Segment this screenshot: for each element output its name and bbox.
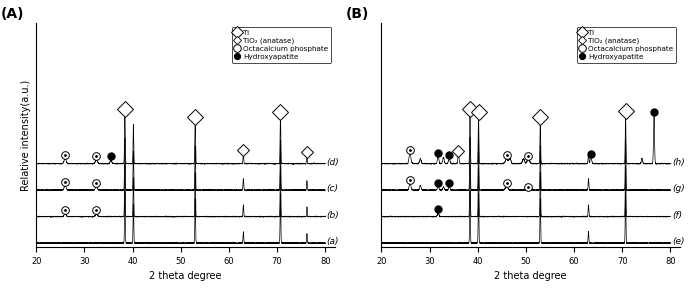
- Text: (h): (h): [672, 158, 685, 167]
- X-axis label: 2 theta degree: 2 theta degree: [149, 271, 222, 281]
- X-axis label: 2 theta degree: 2 theta degree: [494, 271, 567, 281]
- Y-axis label: Relative intensity(a.u.): Relative intensity(a.u.): [21, 79, 30, 191]
- Text: (e): (e): [672, 237, 684, 246]
- Text: (c): (c): [326, 184, 339, 193]
- Legend: Ti, TiO₂ (anatase), Octacalcium phosphate, Hydroxyapatite: Ti, TiO₂ (anatase), Octacalcium phosphat…: [577, 27, 676, 63]
- Legend: Ti, TiO₂ (anatase), Octacalcium phosphate, Hydroxyapatite: Ti, TiO₂ (anatase), Octacalcium phosphat…: [231, 27, 331, 63]
- Text: (d): (d): [326, 158, 340, 167]
- Text: (g): (g): [672, 184, 685, 193]
- Text: (f): (f): [672, 211, 682, 220]
- Text: (b): (b): [326, 211, 340, 220]
- Text: (a): (a): [326, 237, 339, 246]
- Text: (B): (B): [346, 7, 369, 21]
- Text: (A): (A): [1, 7, 24, 21]
